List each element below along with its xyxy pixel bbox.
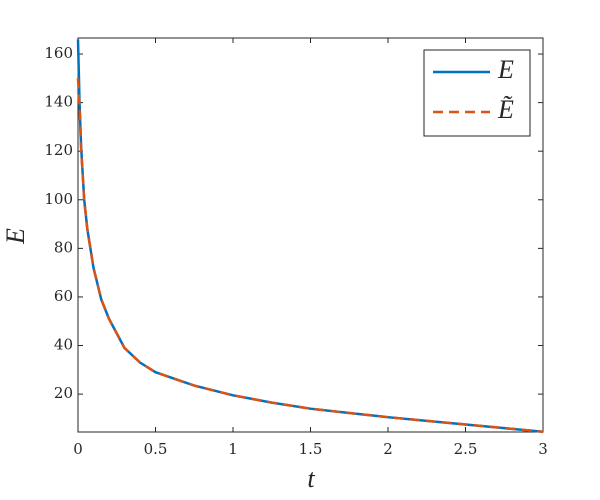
legend-box bbox=[423, 49, 531, 137]
y-tick-label: 140 bbox=[44, 93, 73, 111]
y-tick-label: 120 bbox=[44, 141, 73, 159]
y-tick-label: 160 bbox=[44, 44, 73, 62]
legend-label: Ẽ bbox=[497, 95, 514, 124]
x-tick-label: 2.5 bbox=[454, 440, 478, 458]
y-tick-label: 80 bbox=[54, 238, 73, 256]
x-axis-label: t bbox=[307, 464, 315, 493]
x-tick-label: 1 bbox=[228, 440, 238, 458]
x-tick-label: 0.5 bbox=[144, 440, 168, 458]
y-tick-label: 20 bbox=[54, 384, 73, 402]
x-tick-label: 1.5 bbox=[299, 440, 323, 458]
y-axis-label: E bbox=[1, 228, 30, 245]
y-tick-label: 60 bbox=[54, 287, 73, 305]
y-tick-label: 40 bbox=[54, 336, 73, 354]
x-tick-label: 3 bbox=[538, 440, 548, 458]
y-tick-label: 100 bbox=[44, 190, 73, 208]
x-tick-label: 0 bbox=[73, 440, 83, 458]
legend-label: E bbox=[497, 55, 514, 84]
series-line bbox=[76, 78, 544, 434]
x-tick-label: 2 bbox=[383, 440, 393, 458]
